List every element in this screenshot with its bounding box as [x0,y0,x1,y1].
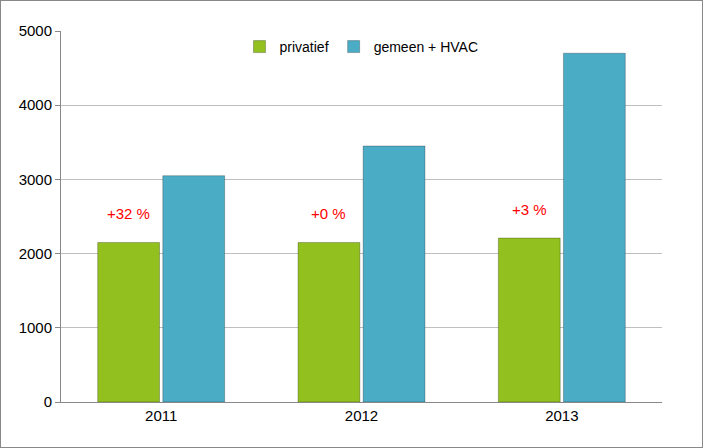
svg-text:2012: 2012 [345,407,378,424]
svg-text:+3 %: +3 % [512,201,547,218]
svg-text:2000: 2000 [19,245,52,262]
svg-text:2011: 2011 [145,407,177,424]
svg-text:3000: 3000 [19,171,52,188]
svg-text:5000: 5000 [19,22,52,39]
svg-text:2013: 2013 [545,407,578,424]
svg-text:+32 %: +32 % [107,205,150,222]
svg-text:gemeen + HVAC: gemeen + HVAC [374,39,478,55]
svg-text:1000: 1000 [19,319,52,336]
svg-text:0: 0 [44,393,52,410]
svg-text:privatief: privatief [280,39,329,55]
svg-text:+0 %: +0 % [311,205,346,222]
svg-text:4000: 4000 [19,96,52,113]
